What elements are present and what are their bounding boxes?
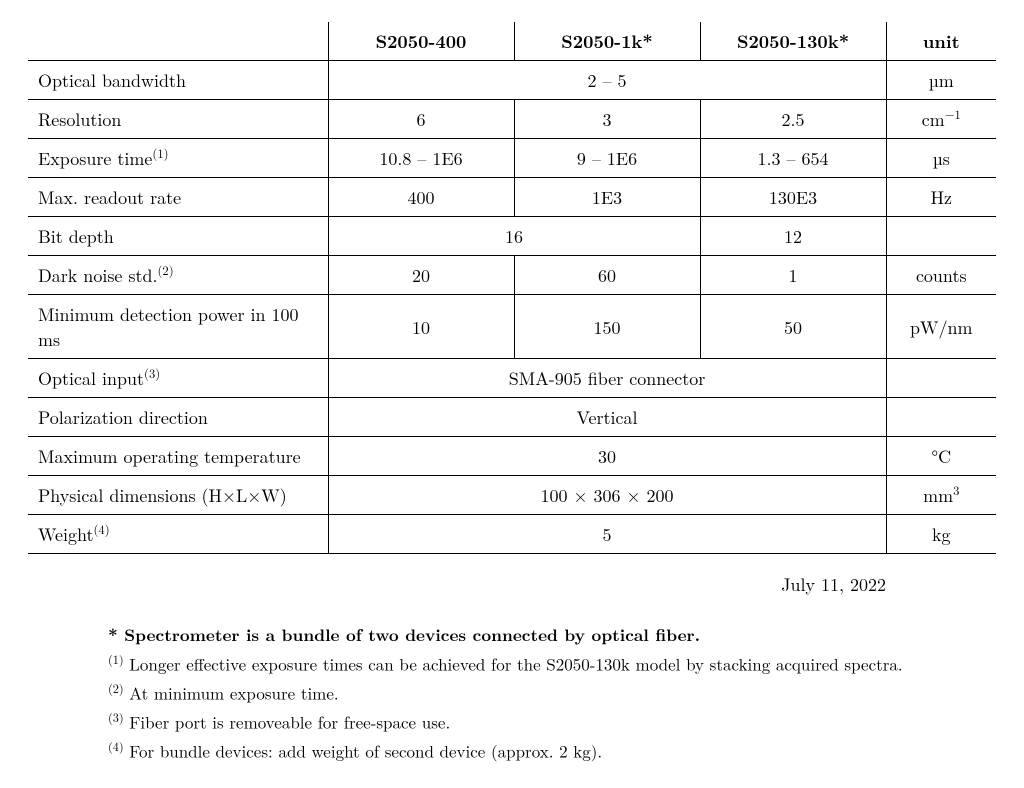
row-value: 5: [328, 515, 886, 554]
row-label: Minimum detection power in 100 ms: [28, 295, 328, 359]
row-label: Dark noise std.(2): [28, 256, 328, 295]
row-value: 150: [514, 295, 700, 359]
row-value: 130E3: [700, 178, 886, 217]
col-header-1: S2050-400: [328, 22, 514, 61]
row-value: 16: [328, 217, 700, 256]
row-unit: pW/nm: [886, 295, 996, 359]
row-value: 12: [700, 217, 886, 256]
row-optical-input: Optical input(3) SMA-905 fiber connector: [28, 359, 996, 398]
row-value: 400: [328, 178, 514, 217]
row-unit: µs: [886, 139, 996, 178]
row-value: 2 – 5: [328, 61, 886, 100]
row-value: 2.5: [700, 100, 886, 139]
row-label: Exposure time(1): [28, 139, 328, 178]
row-value: 60: [514, 256, 700, 295]
row-value: 30: [328, 437, 886, 476]
col-header-unit: unit: [886, 22, 996, 61]
row-unit: µm: [886, 61, 996, 100]
row-unit: kg: [886, 515, 996, 554]
row-exposure-time: Exposure time(1) 10.8 – 1E6 9 – 1E6 1.3 …: [28, 139, 996, 178]
row-min-detection-power: Minimum detection power in 100 ms 10 150…: [28, 295, 996, 359]
row-weight: Weight(4) 5 kg: [28, 515, 996, 554]
row-value: 3: [514, 100, 700, 139]
row-resolution: Resolution 6 3 2.5 cm−1: [28, 100, 996, 139]
col-header-3: S2050-130k*: [700, 22, 886, 61]
row-value: 1E3: [514, 178, 700, 217]
row-label: Physical dimensions (H×L×W): [28, 476, 328, 515]
row-value: 100 × 306 × 200: [328, 476, 886, 515]
row-unit: [886, 359, 996, 398]
row-max-temp: Maximum operating temperature 30 °C: [28, 437, 996, 476]
row-polarization: Polarization direction Vertical: [28, 398, 996, 437]
row-unit: [886, 217, 996, 256]
row-value: 6: [328, 100, 514, 139]
row-max-readout: Max. readout rate 400 1E3 130E3 Hz: [28, 178, 996, 217]
col-header-2: S2050-1k*: [514, 22, 700, 61]
header-row: S2050-400 S2050-1k* S2050-130k* unit: [28, 22, 996, 61]
row-value: SMA-905 fiber connector: [328, 359, 886, 398]
footnote-1: (1) Longer effective exposure times can …: [108, 650, 926, 677]
row-label: Max. readout rate: [28, 178, 328, 217]
footnote-2: (2) At minimum exposure time.: [108, 679, 926, 706]
row-value: 20: [328, 256, 514, 295]
row-label: Maximum operating temperature: [28, 437, 328, 476]
date-line: July 11, 2022: [28, 554, 996, 619]
row-label: Weight(4): [28, 515, 328, 554]
row-value: 10.8 – 1E6: [328, 139, 514, 178]
row-value: 1: [700, 256, 886, 295]
row-label: Polarization direction: [28, 398, 328, 437]
row-value: 1.3 – 654: [700, 139, 886, 178]
row-value: 9 – 1E6: [514, 139, 700, 178]
footnote-star: * Spectrometer is a bundle of two device…: [108, 621, 926, 648]
footnote-3: (3) Fiber port is removeable for free-sp…: [108, 708, 926, 735]
row-unit: Hz: [886, 178, 996, 217]
row-value: 10: [328, 295, 514, 359]
row-dimensions: Physical dimensions (H×L×W) 100 × 306 × …: [28, 476, 996, 515]
row-value: 50: [700, 295, 886, 359]
footnotes: * Spectrometer is a bundle of two device…: [108, 621, 926, 764]
row-unit: counts: [886, 256, 996, 295]
footnote-4: (4) For bundle devices: add weight of se…: [108, 737, 926, 764]
row-label: Resolution: [28, 100, 328, 139]
row-unit: °C: [886, 437, 996, 476]
row-dark-noise: Dark noise std.(2) 20 60 1 counts: [28, 256, 996, 295]
row-label: Optical input(3): [28, 359, 328, 398]
spec-table: S2050-400 S2050-1k* S2050-130k* unit Opt…: [28, 22, 996, 554]
row-value: Vertical: [328, 398, 886, 437]
row-optical-bandwidth: Optical bandwidth 2 – 5 µm: [28, 61, 996, 100]
row-bit-depth: Bit depth 16 12: [28, 217, 996, 256]
row-label: Bit depth: [28, 217, 328, 256]
row-unit: mm3: [886, 476, 996, 515]
row-label: Optical bandwidth: [28, 61, 328, 100]
row-unit: [886, 398, 996, 437]
row-unit: cm−1: [886, 100, 996, 139]
